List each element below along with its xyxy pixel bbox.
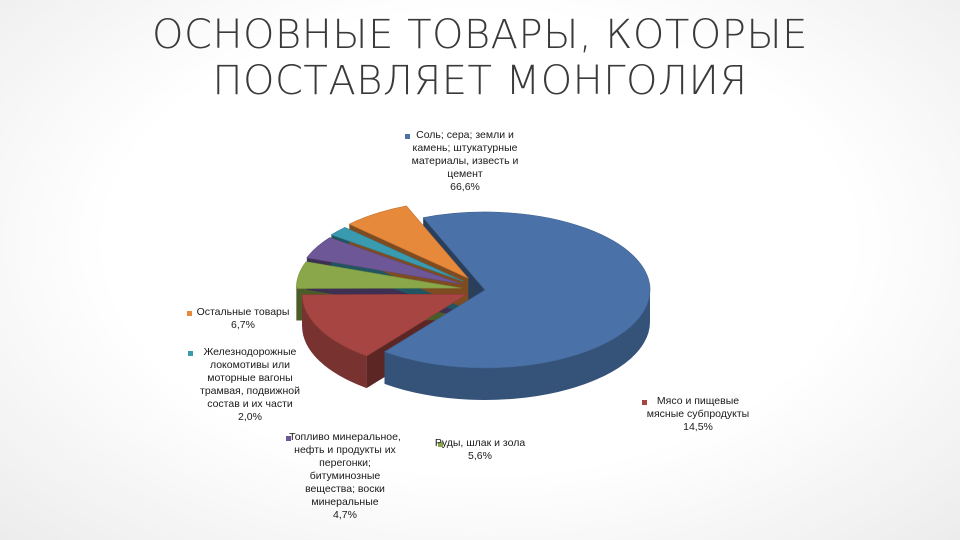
slice-label-line: состав и их части <box>207 398 293 410</box>
legend-marker <box>188 351 193 356</box>
slice-label-line: нефть и продукты их <box>294 444 396 456</box>
slice-label-line: мясные субпродукты <box>647 408 749 420</box>
slice-rim <box>302 294 367 389</box>
slice-label: Железнодорожные локомотивы или моторные ва… <box>200 346 300 423</box>
slice-label-line: Соль; сера; земли и <box>416 129 514 141</box>
slice-label-line: Остальные товары <box>197 306 290 318</box>
legend-marker <box>286 436 291 441</box>
slice-value-label: 6,7% <box>231 319 255 331</box>
slice-label-line: Мясо и пищевые <box>657 395 739 407</box>
slice-label-line: трамвая, подвижной <box>200 385 300 397</box>
page-title: ОСНОВНЫЕ ТОВАРЫ, КОТОРЫЕ ПОСТАВЛЯЕТ МОНГ… <box>0 12 960 104</box>
pie-slice <box>348 205 469 279</box>
slice-value-label: 4,7% <box>333 509 357 521</box>
slice-rim <box>384 290 650 400</box>
slice-label: Топливо минеральное, нефть и продукты их п… <box>289 431 401 521</box>
legend-marker <box>438 442 443 447</box>
slice-label: Соль; сера; земли и камень; штукатурные ма… <box>412 129 519 193</box>
legend-marker <box>405 134 410 139</box>
slice-label-line: цемент <box>447 168 483 180</box>
slice-label-line: моторные вагоны <box>207 372 292 384</box>
pie-slice <box>301 293 469 357</box>
slice-label-line: битуминозные <box>310 470 381 482</box>
legend-marker <box>187 311 192 316</box>
pie-slice <box>330 227 464 282</box>
slice-label-line: материалы, известь и <box>412 155 519 167</box>
slice-value-label: 66,6% <box>450 181 480 193</box>
pie-rims <box>296 288 650 400</box>
slice-label-line: вещества; воски <box>305 483 385 495</box>
title-line-2: ПОСТАВЛЯЕТ МОНГОЛИЯ <box>212 58 748 104</box>
slice-value-label: 5,6% <box>468 450 492 462</box>
slice-label-line: Железнодорожные <box>204 346 297 358</box>
slice-label-line: локомотивы или <box>210 359 290 371</box>
title-line-1: ОСНОВНЫЕ ТОВАРЫ, КОТОРЫЕ <box>152 12 808 58</box>
slice-label-line: Топливо минеральное, <box>289 431 401 443</box>
pie-tops <box>296 205 651 369</box>
slice-label: Руды, шлак и зола 5,6% <box>435 437 526 462</box>
legend-marker <box>642 400 647 405</box>
pie-slice <box>383 211 651 369</box>
slice-label-line: перегонки; <box>319 457 371 469</box>
pie-slice <box>306 237 463 285</box>
slice-label: Остальные товары 6,7% <box>197 306 290 331</box>
slice-label-line: минеральные <box>311 496 378 508</box>
pie-slice <box>296 261 462 289</box>
slice-labels: Соль; сера; земли и камень; штукатурные ма… <box>187 129 749 521</box>
slice-label: Мясо и пищевые мясные субпродукты 14,5% <box>647 395 749 433</box>
slice-label-line: Руды, шлак и зола <box>435 437 526 449</box>
slice-value-label: 14,5% <box>683 421 713 433</box>
slice-value-label: 2,0% <box>238 411 262 423</box>
slice-label-line: камень; штукатурные <box>413 142 518 154</box>
